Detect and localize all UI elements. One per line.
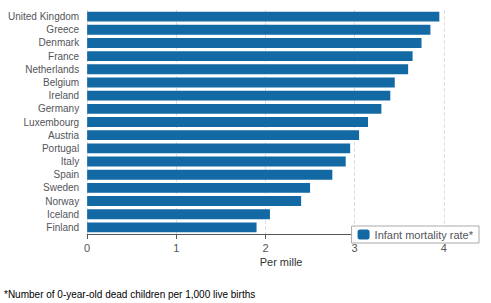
svg-text:Infant mortality rate*: Infant mortality rate* xyxy=(375,229,474,241)
svg-text:Germany: Germany xyxy=(38,103,79,114)
svg-text:Denmark: Denmark xyxy=(39,37,81,48)
svg-text:Per mille: Per mille xyxy=(260,256,303,268)
svg-text:Luxembourg: Luxembourg xyxy=(24,117,80,128)
svg-text:Ireland: Ireland xyxy=(49,90,80,101)
svg-text:Belgium: Belgium xyxy=(43,77,79,88)
svg-text:Netherlands: Netherlands xyxy=(25,64,79,75)
svg-text:France: France xyxy=(48,51,80,62)
svg-text:Portugal: Portugal xyxy=(42,143,79,154)
svg-text:1: 1 xyxy=(173,242,179,254)
svg-text:Italy: Italy xyxy=(61,156,79,167)
svg-text:Sweden: Sweden xyxy=(43,182,79,193)
svg-text:4: 4 xyxy=(440,241,447,254)
svg-text:Spain: Spain xyxy=(54,169,80,180)
svg-text:Greece: Greece xyxy=(46,24,79,35)
svg-text:Austria: Austria xyxy=(48,130,80,141)
svg-text:Norway: Norway xyxy=(45,196,79,207)
svg-text:United Kingdom: United Kingdom xyxy=(8,11,79,22)
svg-text:0: 0 xyxy=(84,242,90,254)
svg-text:Finland: Finland xyxy=(46,222,79,233)
svg-text:Iceland: Iceland xyxy=(47,209,79,220)
svg-text:2: 2 xyxy=(262,242,268,254)
svg-text:*Number of 0-year-old dead chi: *Number of 0-year-old dead children per … xyxy=(4,289,255,300)
svg-text:3: 3 xyxy=(351,241,358,254)
